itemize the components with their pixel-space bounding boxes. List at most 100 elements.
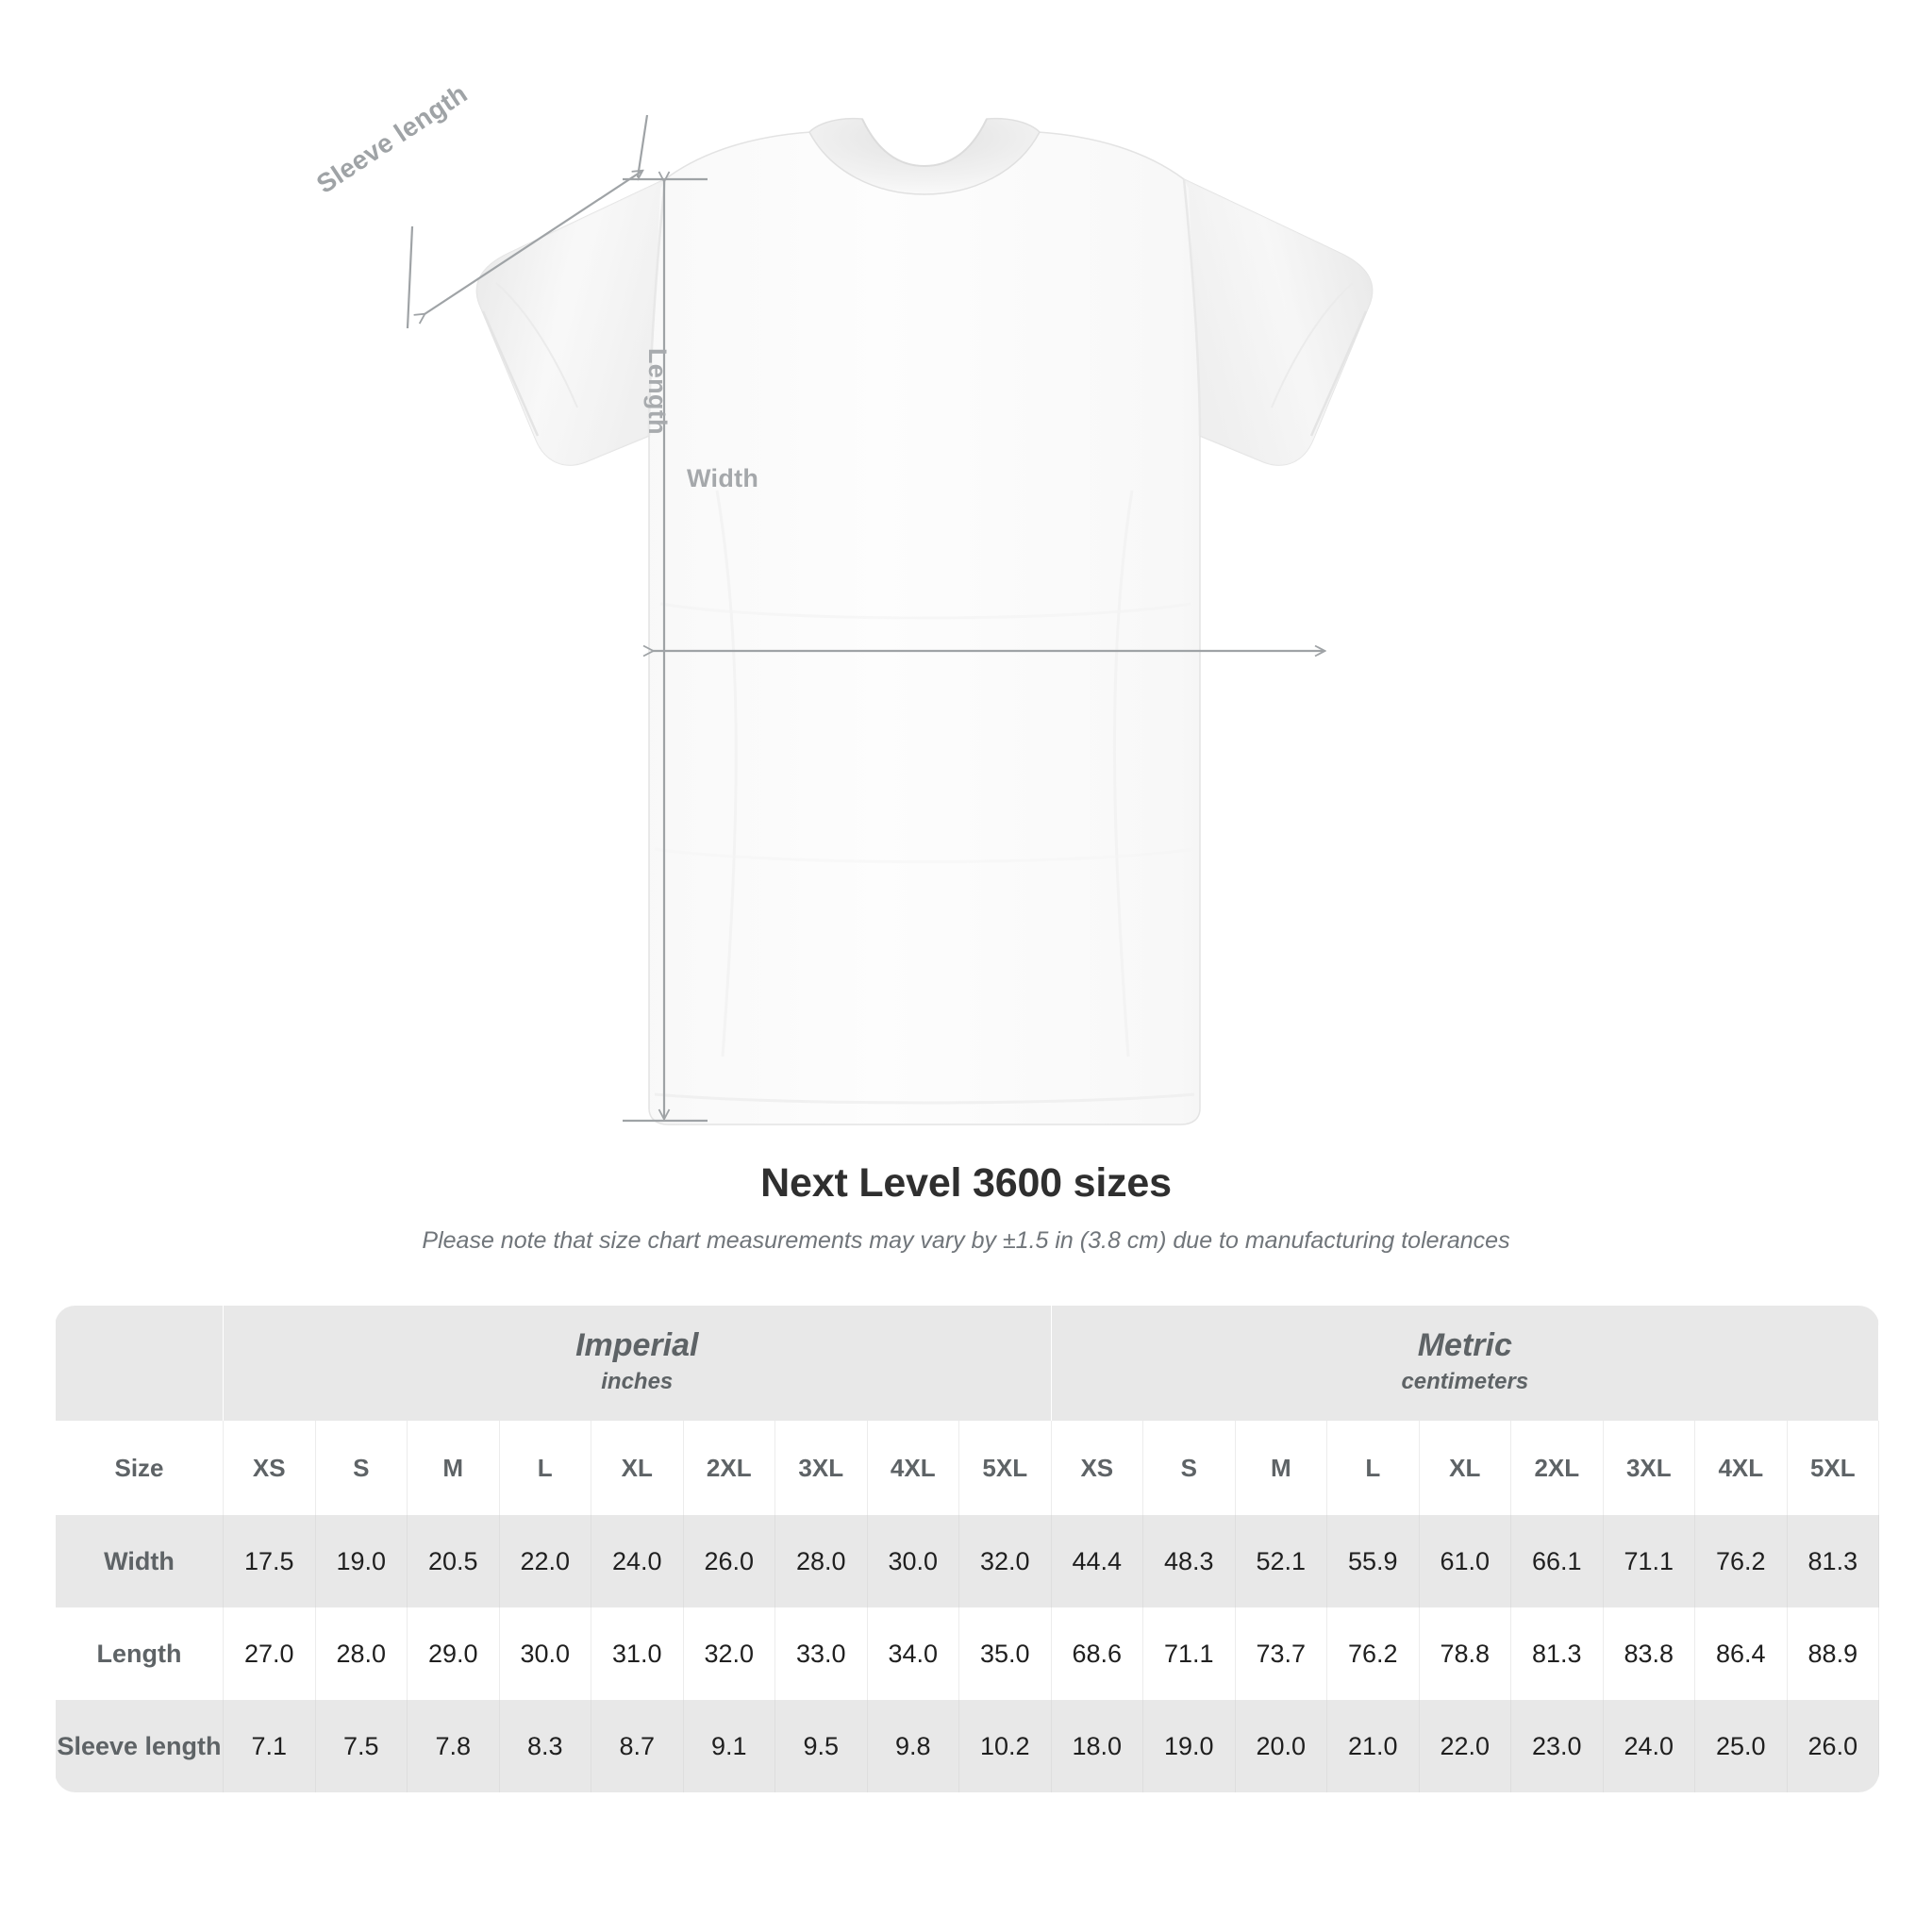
width-label: Width bbox=[687, 464, 759, 492]
cell-r1-c7: 34.0 bbox=[866, 1607, 959, 1700]
cell-r1-c4: 31.0 bbox=[591, 1607, 684, 1700]
group-header-metric: Metric centimeters bbox=[1050, 1306, 1880, 1421]
size-header-4: XL bbox=[591, 1421, 684, 1515]
size-header-6: 3XL bbox=[774, 1421, 868, 1515]
size-header-14: 2XL bbox=[1510, 1421, 1604, 1515]
cell-r1-c1: 28.0 bbox=[314, 1607, 408, 1700]
cell-r1-c8: 35.0 bbox=[958, 1607, 1052, 1700]
cell-r0-c8: 32.0 bbox=[958, 1515, 1052, 1607]
group-unit-imperial: inches bbox=[601, 1368, 674, 1394]
cell-r0-c11: 52.1 bbox=[1234, 1515, 1328, 1607]
cell-r0-c0: 17.5 bbox=[223, 1515, 316, 1607]
size-header-10: S bbox=[1142, 1421, 1236, 1515]
size-header-9: XS bbox=[1050, 1421, 1144, 1515]
size-header-8: 5XL bbox=[958, 1421, 1052, 1515]
cell-r2-c10: 19.0 bbox=[1142, 1700, 1236, 1792]
cell-r1-c0: 27.0 bbox=[223, 1607, 316, 1700]
cell-r0-c7: 30.0 bbox=[866, 1515, 959, 1607]
cell-r1-c16: 86.4 bbox=[1694, 1607, 1788, 1700]
title-block: Next Level 3600 sizes Please note that s… bbox=[0, 1160, 1932, 1255]
cell-r2-c13: 22.0 bbox=[1418, 1700, 1512, 1792]
row-label-0: Width bbox=[55, 1515, 224, 1607]
group-header-blank bbox=[55, 1306, 224, 1421]
cell-r1-c15: 83.8 bbox=[1602, 1607, 1696, 1700]
size-header-16: 4XL bbox=[1694, 1421, 1788, 1515]
table-row: Sleeve length 7.1 7.5 7.8 8.3 8.7 9.1 9.5 9.8 10.… bbox=[55, 1700, 1880, 1792]
measurement-arrows bbox=[406, 114, 1932, 1123]
cell-r2-c0: 7.1 bbox=[223, 1700, 316, 1792]
cell-r1-c17: 88.9 bbox=[1786, 1607, 1880, 1700]
size-table-container: Imperial inches Metric centimeters Size … bbox=[55, 1306, 1880, 1792]
cell-r2-c9: 18.0 bbox=[1050, 1700, 1144, 1792]
cell-r1-c6: 33.0 bbox=[774, 1607, 868, 1700]
sleeve-length-arrow-icon bbox=[406, 114, 649, 329]
cell-r1-c11: 73.7 bbox=[1234, 1607, 1328, 1700]
table-row: Width 17.5 19.0 20.5 22.0 24.0 26.0 28.0 30.0 32.… bbox=[55, 1515, 1880, 1607]
cell-r2-c16: 25.0 bbox=[1694, 1700, 1788, 1792]
size-header-11: M bbox=[1234, 1421, 1328, 1515]
cell-r1-c13: 78.8 bbox=[1418, 1607, 1512, 1700]
size-header-2: M bbox=[407, 1421, 500, 1515]
cell-r0-c12: 55.9 bbox=[1326, 1515, 1420, 1607]
table-row: Length 27.0 28.0 29.0 30.0 31.0 32.0 33.0 34.0 35… bbox=[55, 1607, 1880, 1700]
cell-r0-c5: 26.0 bbox=[682, 1515, 775, 1607]
group-name-imperial: Imperial bbox=[575, 1327, 699, 1364]
cell-r0-c1: 19.0 bbox=[314, 1515, 408, 1607]
corner-label: Size bbox=[55, 1421, 224, 1515]
cell-r2-c4: 8.7 bbox=[591, 1700, 684, 1792]
cell-r2-c5: 9.1 bbox=[682, 1700, 775, 1792]
cell-r2-c14: 23.0 bbox=[1510, 1700, 1604, 1792]
size-header-7: 4XL bbox=[866, 1421, 959, 1515]
cell-r1-c2: 29.0 bbox=[407, 1607, 500, 1700]
cell-r2-c1: 7.5 bbox=[314, 1700, 408, 1792]
tshirt-diagram: Sleeve length Length Width bbox=[311, 78, 1932, 1125]
cell-r2-c12: 21.0 bbox=[1326, 1700, 1420, 1792]
cell-r0-c15: 71.1 bbox=[1602, 1515, 1696, 1607]
cell-r2-c11: 20.0 bbox=[1234, 1700, 1328, 1792]
cell-r0-c2: 20.5 bbox=[407, 1515, 500, 1607]
cell-r2-c2: 7.8 bbox=[407, 1700, 500, 1792]
cell-r0-c3: 22.0 bbox=[498, 1515, 591, 1607]
cell-r2-c17: 26.0 bbox=[1786, 1700, 1880, 1792]
cell-r0-c4: 24.0 bbox=[591, 1515, 684, 1607]
row-label-1: Length bbox=[55, 1607, 224, 1700]
cell-r1-c12: 76.2 bbox=[1326, 1607, 1420, 1700]
cell-r1-c9: 68.6 bbox=[1050, 1607, 1144, 1700]
size-header-row: Size XS S M L XL 2XL 3XL 4XL 5XL XS S M L XL 2XL 3XL 4XL… bbox=[55, 1421, 1880, 1515]
size-header-3: L bbox=[498, 1421, 591, 1515]
size-header-15: 3XL bbox=[1602, 1421, 1696, 1515]
tshirt-illustration bbox=[475, 117, 1374, 1125]
cell-r0-c17: 81.3 bbox=[1786, 1515, 1880, 1607]
tolerance-note: Please note that size chart measurements… bbox=[422, 1227, 1510, 1254]
cell-r2-c3: 8.3 bbox=[498, 1700, 591, 1792]
cell-r0-c16: 76.2 bbox=[1694, 1515, 1788, 1607]
row-label-2: Sleeve length bbox=[55, 1700, 224, 1792]
cell-r2-c8: 10.2 bbox=[958, 1700, 1052, 1792]
length-label: Length bbox=[643, 348, 672, 435]
cell-r2-c7: 9.8 bbox=[866, 1700, 959, 1792]
size-header-0: XS bbox=[223, 1421, 316, 1515]
size-header-17: 5XL bbox=[1786, 1421, 1880, 1515]
size-header-5: 2XL bbox=[682, 1421, 775, 1515]
cell-r0-c6: 28.0 bbox=[774, 1515, 868, 1607]
cell-r1-c5: 32.0 bbox=[682, 1607, 775, 1700]
cell-r2-c6: 9.5 bbox=[774, 1700, 868, 1792]
cell-r0-c10: 48.3 bbox=[1142, 1515, 1236, 1607]
group-header-imperial: Imperial inches bbox=[223, 1306, 1052, 1421]
group-name-metric: Metric bbox=[1417, 1327, 1512, 1364]
unit-group-header-row: Imperial inches Metric centimeters bbox=[55, 1306, 1880, 1421]
cell-r1-c3: 30.0 bbox=[498, 1607, 591, 1700]
group-unit-metric: centimeters bbox=[1401, 1368, 1529, 1394]
cell-r1-c10: 71.1 bbox=[1142, 1607, 1236, 1700]
size-table: Imperial inches Metric centimeters Size … bbox=[55, 1306, 1880, 1792]
size-header-13: XL bbox=[1418, 1421, 1512, 1515]
cell-r1-c14: 81.3 bbox=[1510, 1607, 1604, 1700]
cell-r2-c15: 24.0 bbox=[1602, 1700, 1696, 1792]
size-header-12: L bbox=[1326, 1421, 1420, 1515]
size-header-1: S bbox=[314, 1421, 408, 1515]
cell-r0-c9: 44.4 bbox=[1050, 1515, 1144, 1607]
page-title: Next Level 3600 sizes bbox=[760, 1160, 1172, 1206]
cell-r0-c14: 66.1 bbox=[1510, 1515, 1604, 1607]
cell-r0-c13: 61.0 bbox=[1418, 1515, 1512, 1607]
